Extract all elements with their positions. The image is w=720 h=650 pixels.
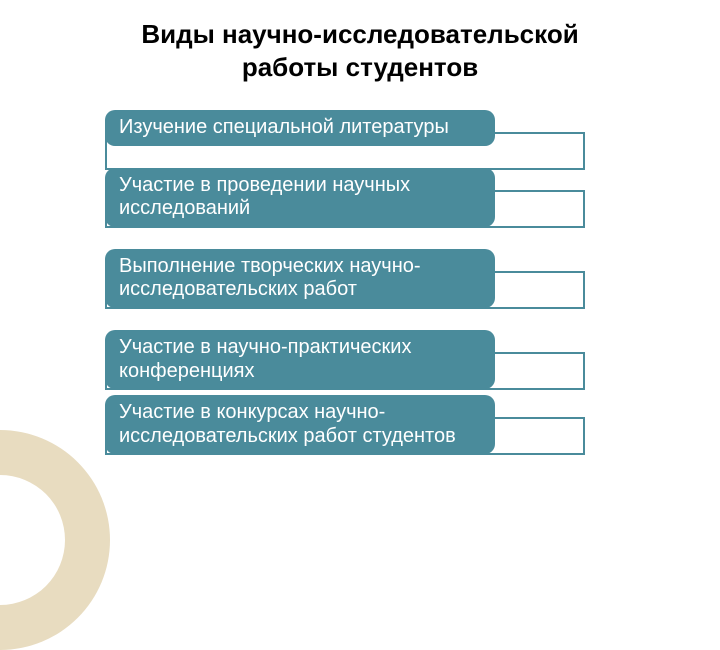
item-text: Участие в конкурсах научно-исследователь…: [119, 401, 456, 447]
list-item: Выполнение творческих научно-исследовате…: [105, 249, 585, 308]
item-text: Участие в проведении научных исследовани…: [119, 174, 410, 220]
corner-decoration: [0, 400, 70, 540]
item-text: Изучение специальной литературы: [119, 116, 449, 138]
item-front-bar: Изучение специальной литературы: [105, 110, 495, 146]
title-line-2: работы студентов: [242, 52, 478, 82]
list-item: Участие в научно-практических конференци…: [105, 330, 585, 389]
item-front-bar: Участие в проведении научных исследовани…: [105, 168, 495, 227]
item-text: Участие в научно-практических конференци…: [119, 336, 411, 382]
item-front-bar: Участие в конкурсах научно-исследователь…: [105, 395, 495, 454]
item-front-bar: Участие в научно-практических конференци…: [105, 330, 495, 389]
item-text: Выполнение творческих научно-исследовате…: [119, 255, 421, 301]
list-item: Участие в проведении научных исследовани…: [105, 168, 585, 227]
item-front-bar: Выполнение творческих научно-исследовате…: [105, 249, 495, 308]
slide-title: Виды научно-исследовательской работы сту…: [0, 0, 720, 83]
list-item: Участие в конкурсах научно-исследователь…: [105, 395, 585, 454]
list-item: Изучение специальной литературы: [105, 110, 585, 146]
title-line-1: Виды научно-исследовательской: [141, 19, 578, 49]
items-list: Изучение специальной литературы Участие в…: [105, 110, 585, 476]
